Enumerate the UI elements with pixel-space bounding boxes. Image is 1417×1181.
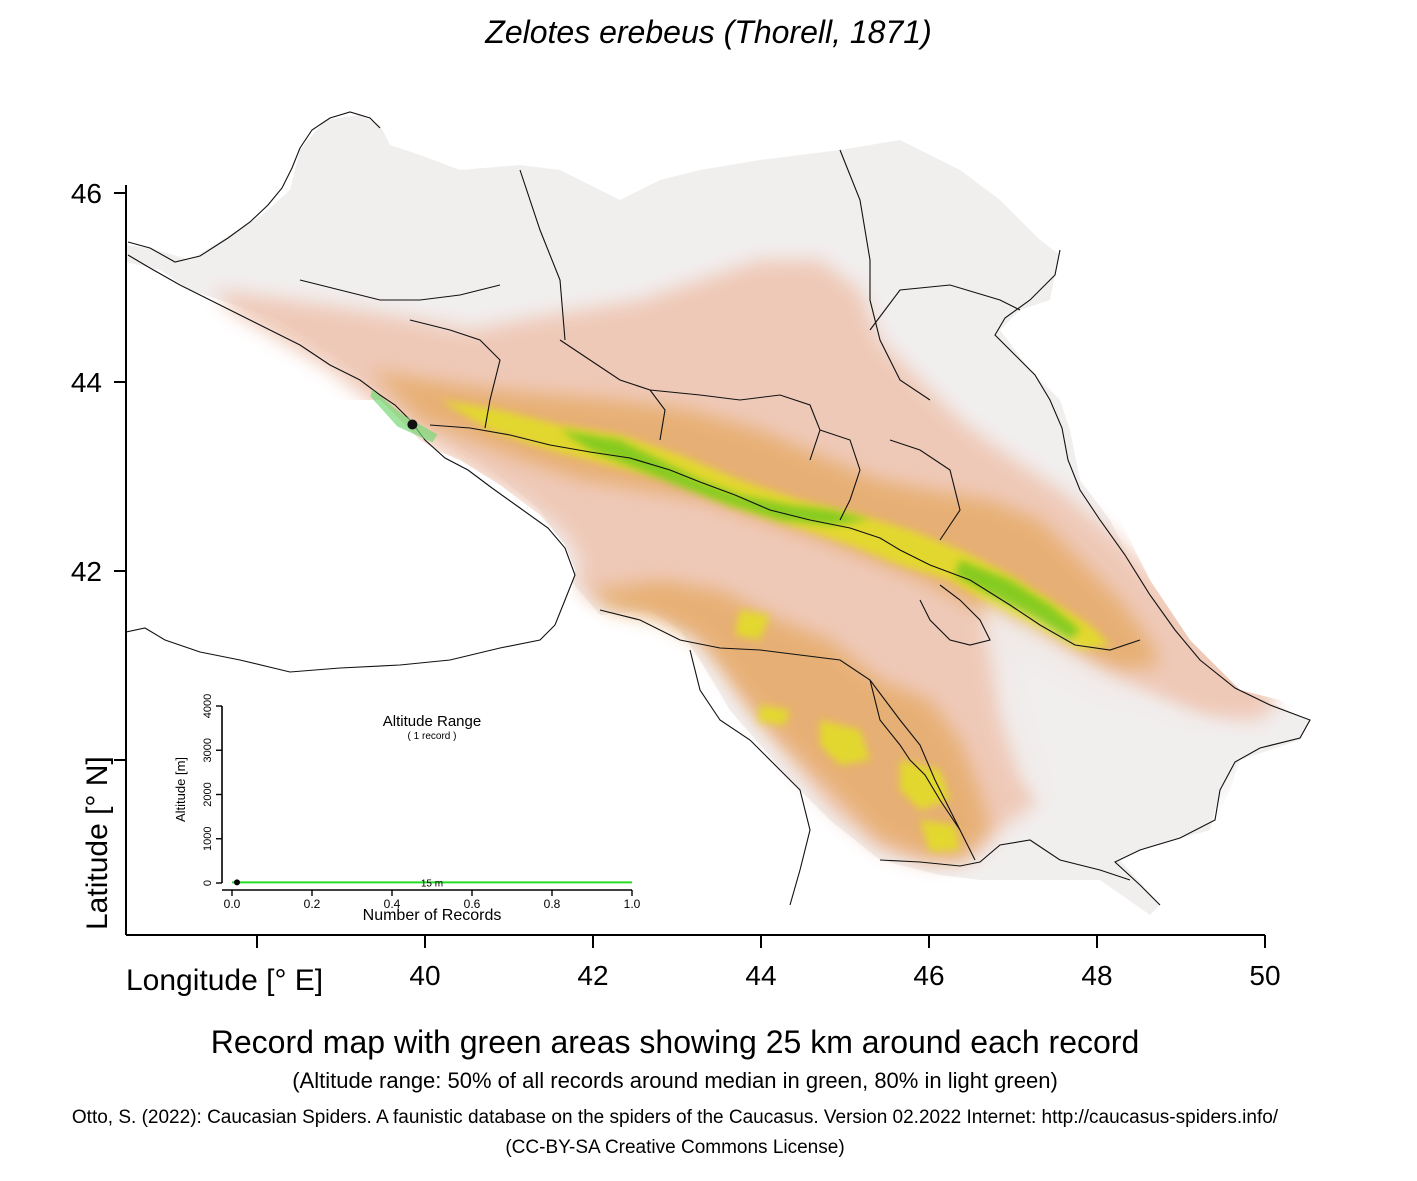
ridge-border-main <box>429 424 1141 651</box>
citation: Otto, S. (2022): Caucasian Spiders. A fa… <box>71 1107 1279 1128</box>
x-tick-label: 42 <box>577 960 608 991</box>
map-title: Zelotes erebeus (Thorell, 1871) <box>485 14 932 50</box>
y-tick-label: 42 <box>71 556 102 587</box>
caspian-sea <box>1010 240 1416 935</box>
border-armenia-azerbaijan <box>869 679 961 831</box>
x-tick-label: 50 <box>1249 960 1280 991</box>
azov-sea <box>126 80 300 250</box>
relief-summits <box>560 430 1080 640</box>
inset-record-dot <box>234 879 240 886</box>
y-tick-label: 44 <box>71 367 102 398</box>
border-azerbaijan-east <box>919 584 991 646</box>
inset-y-ticks: 0 1000 2000 3000 4000 <box>202 694 222 886</box>
caption-sub: (Altitude range: 50% of all records arou… <box>292 1068 1058 1093</box>
border-russia-regions <box>299 149 1021 541</box>
inset-x-tick-label: 0.0 <box>224 897 241 911</box>
inset-y-tick-label: 3000 <box>202 738 214 762</box>
coastline-azov <box>127 111 381 263</box>
inset-y-tick-label: 0 <box>202 880 214 886</box>
inset-x-tick-label: 0.6 <box>464 897 481 911</box>
inset-x-tick-label: 0.2 <box>304 897 321 911</box>
inset-y-tick-label: 2000 <box>202 782 214 806</box>
x-tick-label: 44 <box>745 960 776 991</box>
x-tick-label: 40 <box>409 960 440 991</box>
map-axes <box>125 185 1265 936</box>
inset-y-tick-label: 4000 <box>202 694 214 718</box>
x-axis-ticks: 40 42 44 46 48 50 <box>256 935 1281 991</box>
x-tick-label: 46 <box>913 960 944 991</box>
inset-y-tick-label: 1000 <box>202 827 214 851</box>
inset-x-label: Number of Records <box>363 907 502 924</box>
coastline-caspian <box>994 249 1311 906</box>
license: (CC-BY-SA Creative Commons License) <box>505 1137 845 1158</box>
inset-x-tick-label: 0.8 <box>544 897 561 911</box>
relief-kura-lowland <box>980 600 1250 840</box>
x-tick-label: 48 <box>1081 960 1112 991</box>
inset-x-ticks: 0.0 0.2 0.4 0.6 0.8 1.0 <box>224 890 641 911</box>
inset-title: Altitude Range <box>383 713 481 730</box>
y-tick-label: 46 <box>71 178 102 209</box>
record-point <box>407 419 418 430</box>
inset-x-tick-label: 1.0 <box>624 897 641 911</box>
record-layer <box>370 389 438 443</box>
border-iran <box>879 839 1131 881</box>
caption-main: Record map with green areas showing 25 k… <box>210 1024 1140 1060</box>
inset-subtitle: ( 1 record ) <box>408 731 457 742</box>
altitude-inset: 0 1000 2000 3000 4000 0.0 0.2 0.4 0.6 0.8 1.0 Alt… <box>145 683 655 928</box>
black-sea <box>126 400 575 672</box>
inset-y-label: Altitude [m] <box>173 757 188 822</box>
coastline-black-sea <box>126 254 576 673</box>
inset-altitude-label: 15 m <box>421 878 443 889</box>
y-axis-ticks: 46 44 42 <box>71 178 126 761</box>
border-turkey <box>689 649 811 906</box>
x-axis-label: Longitude [° E] <box>126 964 323 997</box>
y-axis-label: Latitude [° N] <box>81 756 114 930</box>
inset-background <box>145 683 655 928</box>
relief-layer <box>126 80 1416 935</box>
border-lines <box>126 111 1311 906</box>
record-buffer-area <box>370 389 438 443</box>
inset-x-tick-label: 0.4 <box>384 897 401 911</box>
